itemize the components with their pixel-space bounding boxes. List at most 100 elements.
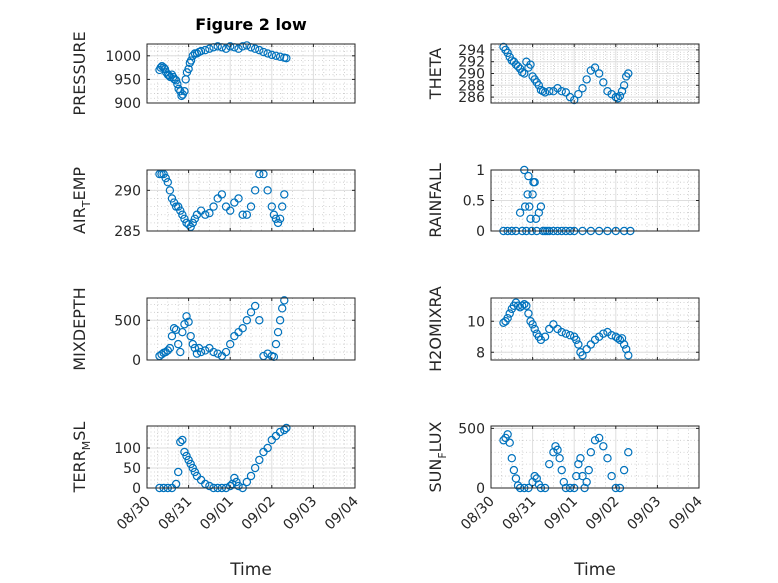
data-point (557, 327, 566, 337)
data-point (513, 62, 523, 71)
data-point (234, 44, 243, 53)
data-point (525, 202, 534, 211)
data-point (572, 471, 581, 481)
data-point (165, 343, 175, 353)
data-point (509, 465, 519, 475)
data-point (213, 349, 222, 358)
data-point (545, 324, 554, 334)
data-point (221, 347, 231, 357)
data-point (603, 453, 612, 463)
data-point (238, 324, 247, 333)
x-tick-label: 08/30 (114, 494, 154, 534)
data-point (586, 66, 596, 75)
data-point (192, 49, 202, 58)
data-point (603, 86, 612, 96)
subplot-air: 285 290 AIRTEMP (70, 167, 356, 240)
y-axis-label: H2OMIXRA (426, 286, 445, 372)
data-point (578, 351, 587, 360)
data-point (230, 198, 239, 207)
data-point (250, 44, 260, 53)
data-point (499, 318, 508, 327)
data-point (190, 343, 200, 353)
subplot-mixdepth: 0 500 MIXDEPTH (70, 287, 356, 371)
data-point (559, 477, 569, 487)
data-point (594, 433, 604, 443)
y-axis-label-main: H2OMIXRA (426, 286, 445, 372)
data-point (217, 190, 227, 199)
data-point (507, 453, 516, 463)
data-point (503, 48, 512, 58)
data-point (196, 347, 206, 357)
y-tick-label: 50 (123, 461, 141, 477)
data-point (201, 45, 210, 55)
data-point (246, 471, 256, 481)
data-point (217, 43, 227, 52)
data-point (540, 88, 550, 97)
y-tick-label: 292 (458, 55, 485, 71)
data-point (267, 202, 276, 211)
y-tick-label: 500 (458, 421, 485, 437)
y-tick-label: 290 (458, 67, 485, 83)
data-point (549, 448, 558, 457)
data-point (584, 465, 593, 475)
data-point (576, 453, 585, 463)
data-point (278, 202, 287, 211)
data-point (578, 84, 587, 93)
data-point (190, 214, 200, 223)
y-tick-label: 0 (132, 353, 141, 369)
data-point (173, 467, 183, 477)
y-axis-label-main: RAINFALL (426, 163, 445, 238)
y-tick-label: 0 (476, 481, 485, 497)
data-point (225, 339, 235, 349)
data-point (221, 202, 231, 211)
data-point (209, 202, 218, 211)
data-point (505, 438, 514, 447)
subplot-sun: 0 500 SUNFLUX 08/30 08/31 09/01 09/02 09/03 09/0… (426, 421, 706, 533)
series-points (155, 41, 291, 101)
data-point (619, 81, 629, 90)
data-point (574, 89, 583, 99)
data-point (176, 437, 185, 447)
data-point (205, 481, 214, 491)
data-point (167, 331, 177, 341)
data-point (586, 448, 596, 457)
y-tick-label: 1000 (105, 49, 141, 65)
data-point (186, 459, 195, 469)
series-points (155, 423, 291, 493)
data-point (553, 445, 562, 455)
data-point (178, 435, 187, 445)
data-point (607, 89, 616, 99)
y-tick-label: 0 (132, 481, 141, 497)
y-axis-label-tail: SL (70, 422, 89, 441)
data-point (582, 477, 591, 487)
y-axis-label: AIRTEMP (70, 167, 93, 234)
x-tick-label: 09/03 (280, 494, 320, 534)
data-point (263, 186, 272, 195)
data-point (522, 57, 531, 66)
data-point (624, 69, 633, 78)
data-point (176, 206, 185, 215)
data-point (565, 331, 575, 340)
y-axis-label: THETA (426, 48, 445, 100)
y-axis-label: MIXDEPTH (70, 287, 89, 370)
data-point (188, 51, 197, 61)
y-axis-label-subscript: T (80, 200, 93, 208)
x-tick-label: 09/02 (583, 494, 623, 534)
data-point (565, 92, 575, 102)
y-axis-label-main: SUN (426, 459, 445, 493)
data-point (259, 47, 268, 57)
y-tick-label: 286 (458, 90, 485, 106)
data-point (188, 463, 197, 473)
data-point (503, 430, 512, 439)
data-point (192, 349, 202, 358)
data-point (230, 43, 239, 52)
data-point (545, 459, 554, 469)
data-point (263, 49, 272, 58)
x-tick-label: 09/04 (666, 493, 706, 533)
data-point (574, 459, 583, 469)
data-point (173, 339, 183, 349)
data-point (505, 309, 514, 318)
data-point (209, 347, 218, 357)
axes-box (490, 297, 700, 361)
